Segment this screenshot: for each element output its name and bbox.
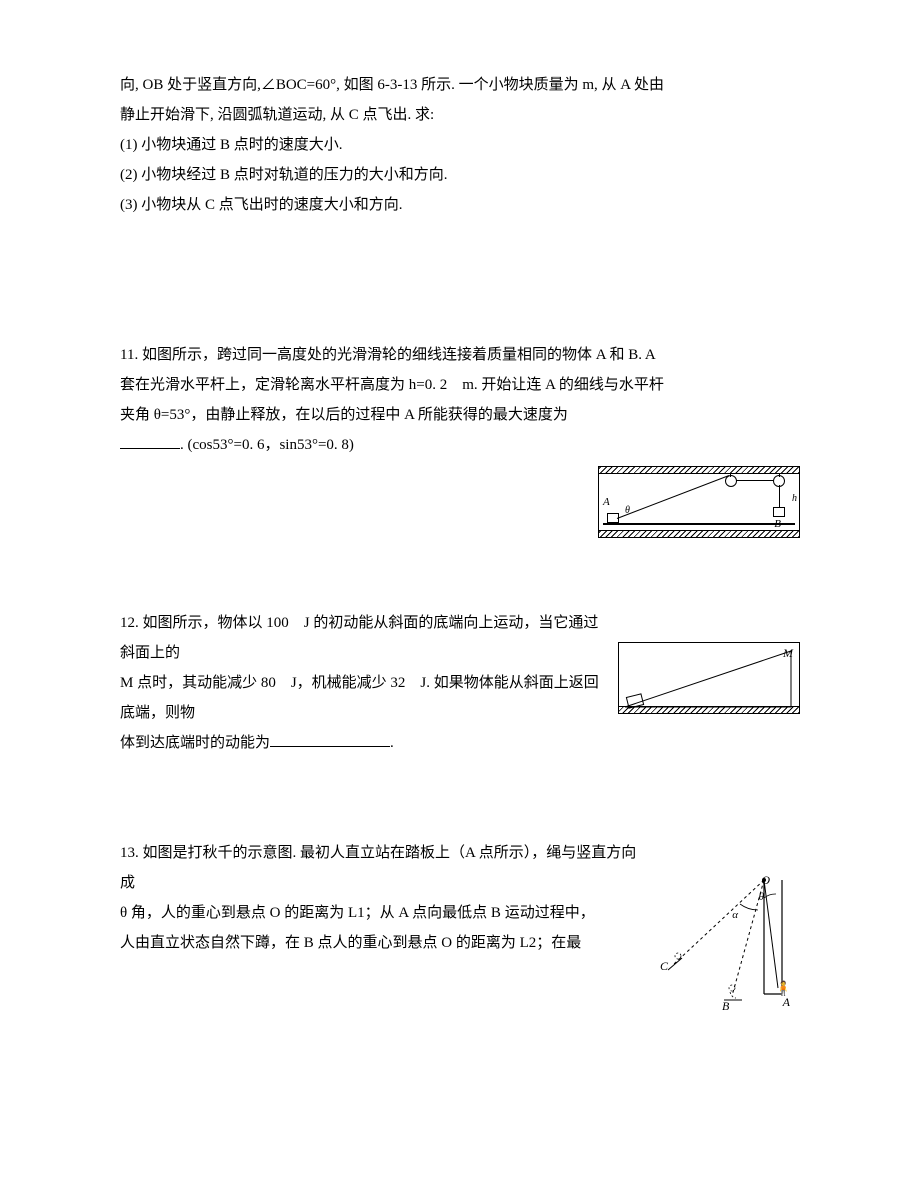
label-b: B: [722, 994, 729, 1018]
pulley-right-stem: [779, 473, 780, 477]
label-m: M: [783, 641, 793, 665]
horizontal-bar: [603, 523, 795, 525]
q11-line4: . (cos53°=0. 6，sin53°=0. 8): [120, 430, 800, 460]
ground-hatch: [619, 706, 799, 713]
ceiling-hatch: [599, 467, 799, 474]
q11-line2: 套在光滑水平杆上，定滑轮离水平杆高度为 h=0. 2 m. 开始让连 A 的细线…: [120, 370, 800, 400]
label-c: C: [660, 954, 668, 978]
rope-left: [617, 475, 729, 519]
q11-block: 11. 如图所示，跨过同一高度处的光滑滑轮的细线连接着质量相同的物体 A 和 B…: [120, 340, 800, 538]
label-theta: θ: [759, 886, 764, 908]
label-b: B: [774, 513, 781, 535]
q11-blank: [120, 432, 180, 450]
floor-hatch: [599, 530, 799, 537]
rope-vertical: [779, 485, 780, 507]
q11-line4-tail: . (cos53°=0. 6，sin53°=0. 8): [180, 437, 354, 453]
pulley-left-icon: [725, 475, 737, 487]
q10-part1: (1) 小物块通过 B 点时的速度大小.: [120, 130, 800, 160]
rope-top: [736, 480, 773, 481]
label-a: A: [783, 990, 790, 1014]
label-a: A: [603, 491, 610, 513]
label-alpha: α: [732, 904, 738, 926]
q10-continuation: 向, OB 处于竖直方向,∠BOC=60°, 如图 6-3-13 所示. 一个小…: [120, 70, 800, 220]
q10-part3: (3) 小物块从 C 点飞出时的速度大小和方向.: [120, 190, 800, 220]
pulley-left-stem: [730, 473, 731, 477]
q12-line3-tail: .: [390, 735, 394, 751]
q12-figure: M: [618, 642, 800, 714]
q10-line2: 静止开始滑下, 沿圆弧轨道运动, 从 C 点飞出. 求:: [120, 100, 800, 130]
q11-line1: 11. 如图所示，跨过同一高度处的光滑滑轮的细线连接着质量相同的物体 A 和 B…: [120, 340, 800, 370]
q12-block: M 12. 如图所示，物体以 100 J 的初动能从斜面的底端向上运动，当它通过…: [120, 608, 800, 758]
q12-blank: [270, 730, 390, 748]
label-theta: θ: [625, 501, 630, 521]
page: 向, OB 处于竖直方向,∠BOC=60°, 如图 6-3-13 所示. 一个小…: [0, 0, 920, 1192]
q10-part2: (2) 小物块经过 B 点时对轨道的压力的大小和方向.: [120, 160, 800, 190]
q13-block: O 🧍 A B C θ α 13. 如图是打秋千的示意图. 最初人直立站在踏板上…: [120, 838, 800, 1018]
q12-line3: 体到达底端时的动能为.: [120, 728, 800, 758]
label-h: h: [792, 489, 797, 509]
q12-line3-head: 体到达底端时的动能为: [120, 735, 270, 751]
q11-line3: 夹角 θ=53°，由静止释放，在以后的过程中 A 所能获得的最大速度为: [120, 400, 800, 430]
q10-line1: 向, OB 处于竖直方向,∠BOC=60°, 如图 6-3-13 所示. 一个小…: [120, 70, 800, 100]
incline-svg: [619, 643, 799, 713]
q11-figure: A θ B h: [598, 466, 800, 538]
q13-figure: O 🧍 A B C θ α: [660, 868, 800, 1018]
